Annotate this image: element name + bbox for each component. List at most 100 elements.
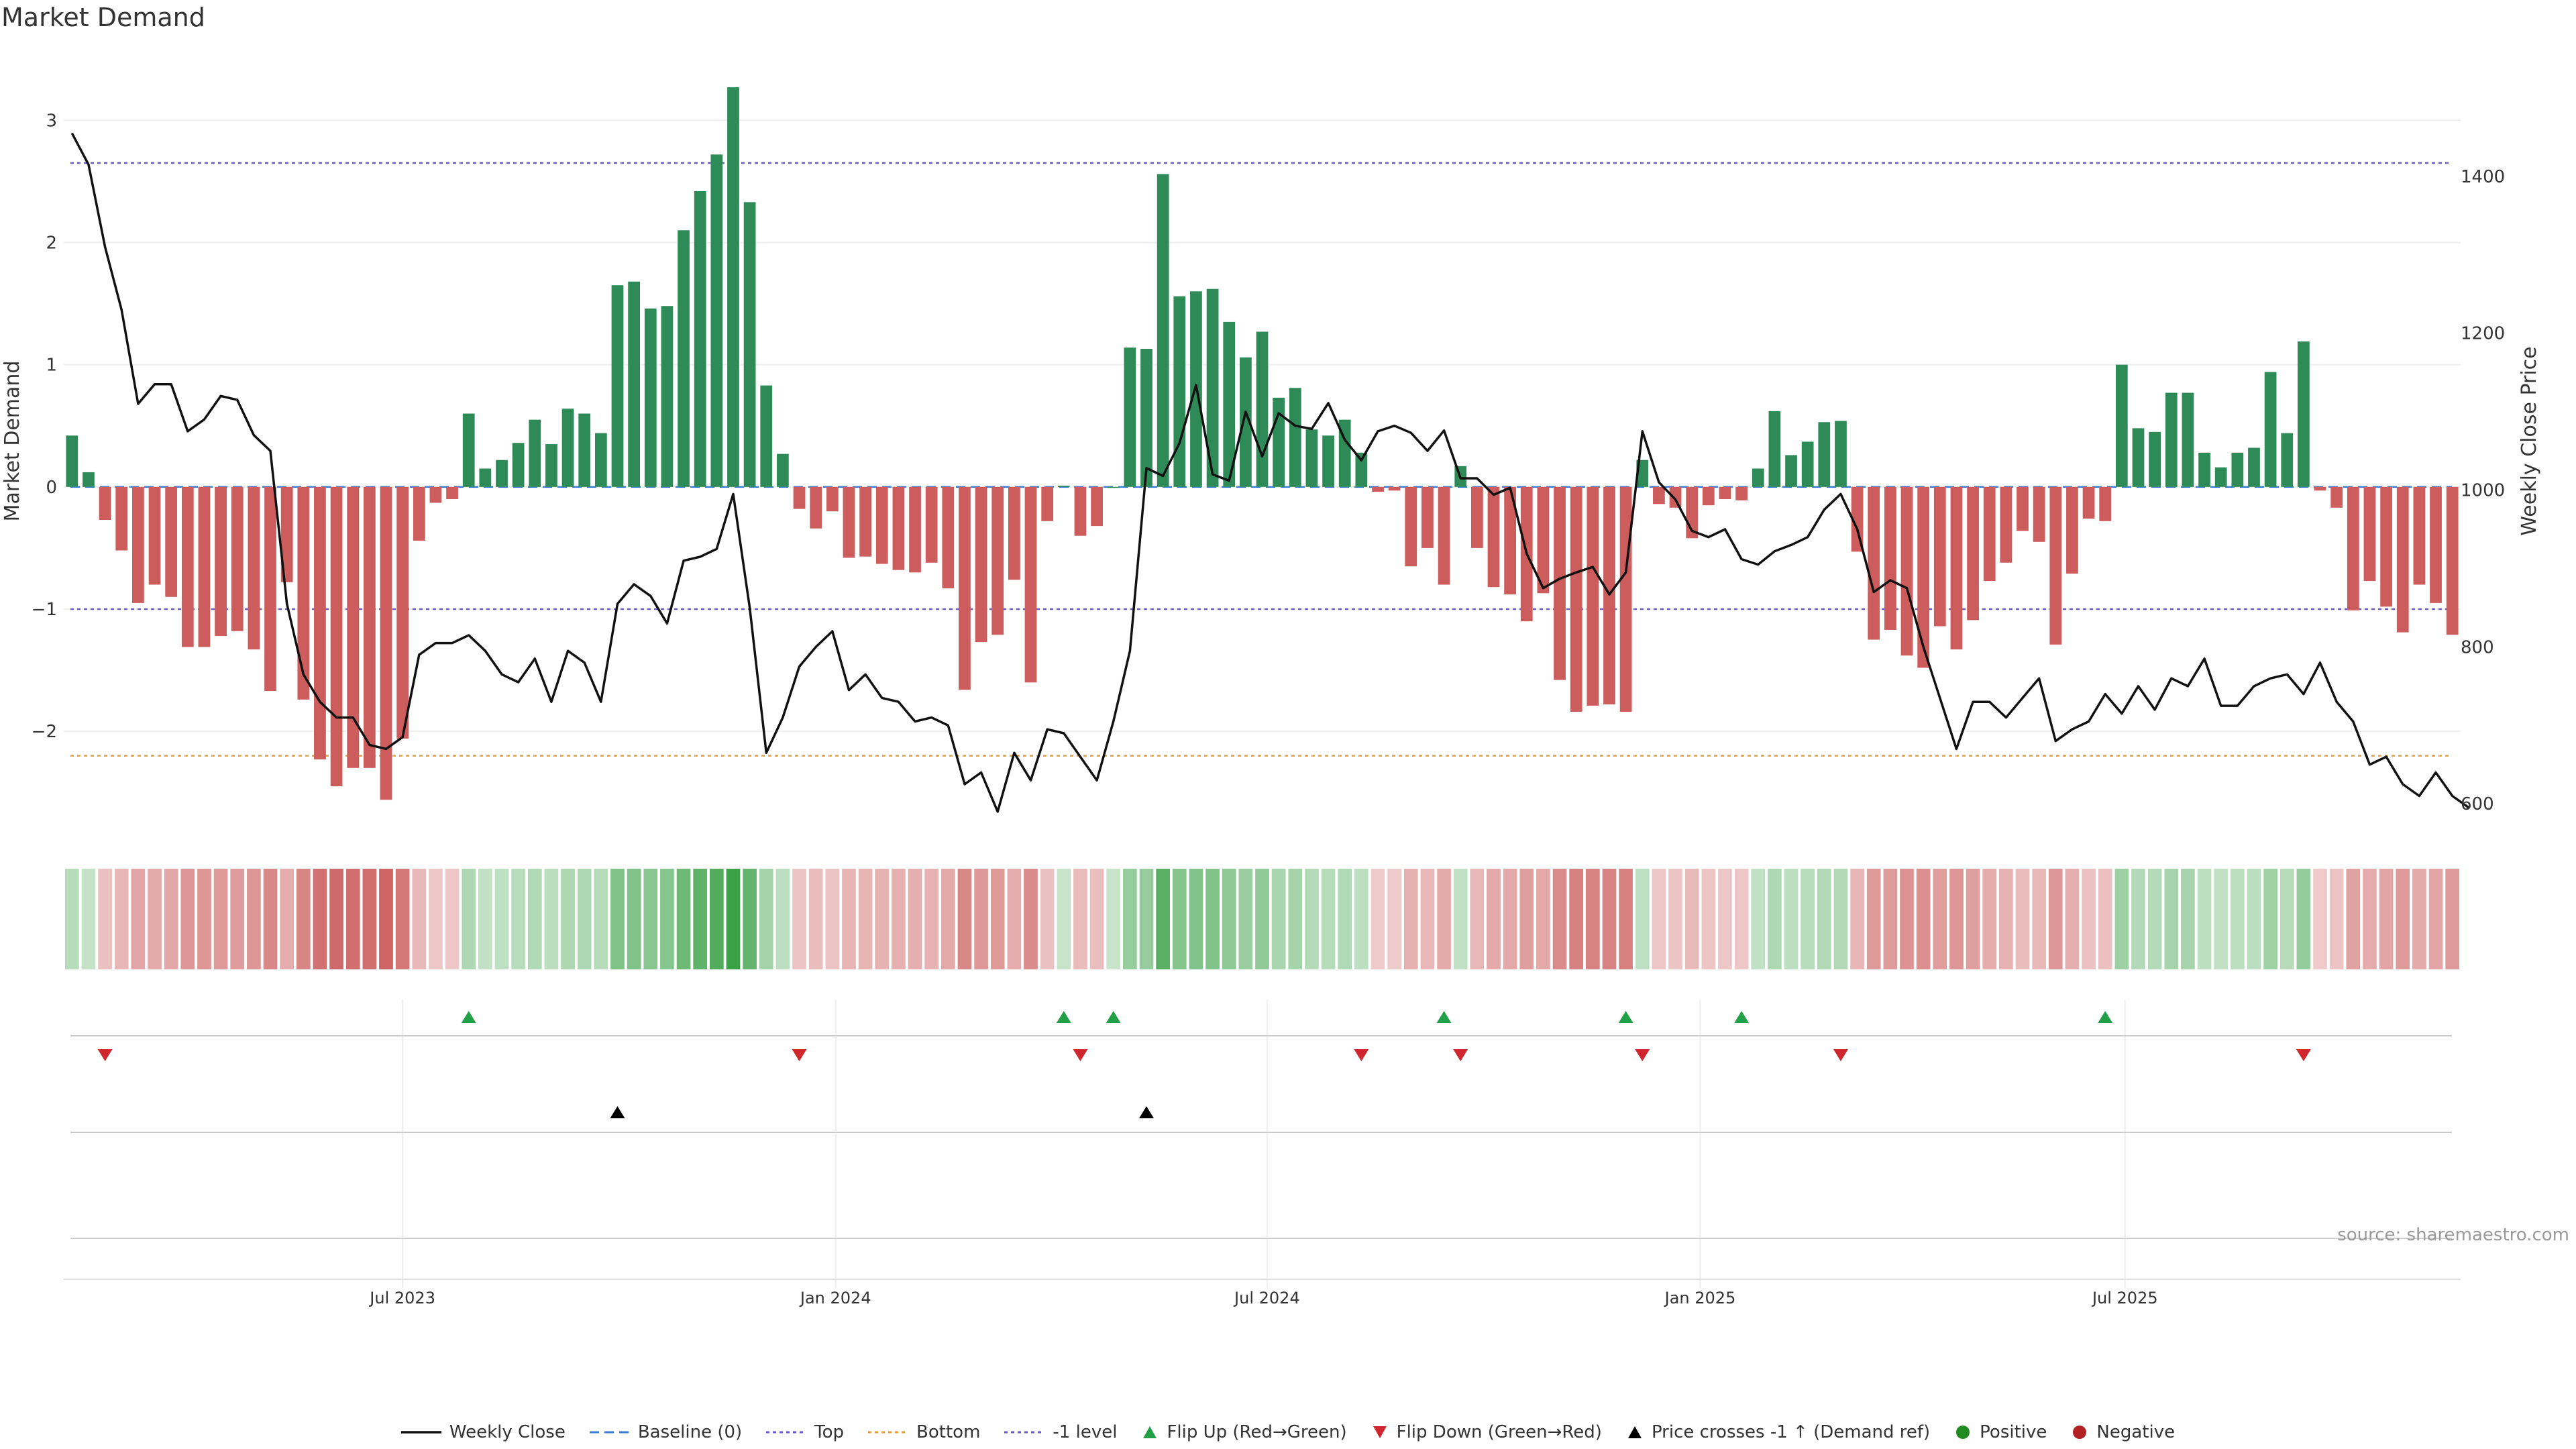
heat-cell: [792, 869, 806, 969]
heat-cell: [1106, 869, 1121, 969]
demand-bar: [2115, 364, 2128, 487]
heat-cell: [1354, 869, 1368, 969]
heat-cell: [1635, 869, 1650, 969]
heat-cell: [627, 869, 641, 969]
demand-bar: [264, 486, 276, 692]
legend-label: Top: [814, 1422, 845, 1442]
legend-swatch: [868, 1431, 909, 1434]
legend-label: Baseline (0): [637, 1422, 743, 1442]
heat-cell: [2263, 869, 2277, 969]
heat-cell: [1718, 869, 1732, 969]
weekly-close-line: [70, 132, 2470, 813]
heat-cell: [743, 869, 757, 969]
heat-cell: [280, 869, 294, 969]
heat-cell: [1040, 869, 1055, 969]
demand-bar: [1024, 486, 1037, 683]
flip-up-marker: [1056, 1011, 1071, 1023]
heat-cell: [1734, 869, 1749, 969]
demand-bar: [1917, 486, 1930, 668]
heat-cell: [1900, 869, 1914, 969]
legend-item-negative: Negative: [2071, 1422, 2175, 1442]
heat-cell: [1701, 869, 1716, 969]
demand-bar: [396, 486, 409, 739]
demand-bar: [1091, 486, 1103, 527]
right-tick-label: 800: [2461, 637, 2494, 657]
flip-down-marker: [1833, 1049, 1848, 1061]
legend-swatch: [1143, 1426, 1157, 1438]
heat-cell: [974, 869, 988, 969]
demand-bar: [1933, 486, 1946, 627]
heat-cell: [164, 869, 178, 969]
heat-cell: [362, 869, 377, 969]
heat-cell: [1205, 869, 1220, 969]
heat-cell: [1668, 869, 1682, 969]
heat-cell: [1156, 869, 1171, 969]
heat-cell: [395, 869, 410, 969]
demand-bar: [710, 154, 723, 487]
heat-cell: [1403, 869, 1418, 969]
heat-cell: [577, 869, 592, 969]
legend-triangle-down: [1373, 1426, 1387, 1438]
heat-cell: [1305, 869, 1319, 969]
demand-bar: [1702, 486, 1715, 506]
demand-bar: [1421, 486, 1434, 548]
demand-bar: [1273, 397, 1285, 487]
demand-bar: [611, 285, 624, 487]
heat-cell: [180, 869, 195, 969]
demand-bar: [248, 486, 260, 650]
heat-cell: [114, 869, 129, 969]
heat-cell: [1057, 869, 1071, 969]
demand-bar: [1487, 486, 1500, 588]
heat-cell: [941, 869, 955, 969]
heat-cell: [1768, 869, 1782, 969]
heat-cell: [1255, 869, 1269, 969]
demand-bar: [859, 486, 871, 557]
demand-bar: [810, 486, 822, 529]
heat-cell: [2329, 869, 2344, 969]
legend-swatch: [1956, 1426, 1970, 1439]
demand-bar: [132, 486, 144, 603]
heat-cell: [643, 869, 658, 969]
heat-cell: [2098, 869, 2112, 969]
heat-cell: [2313, 869, 2327, 969]
demand-bar: [2413, 486, 2426, 585]
legend-label: -1 level: [1053, 1422, 1118, 1442]
demand-bar: [1868, 486, 1880, 640]
left-tick-label: −1: [32, 600, 57, 620]
demand-bar: [1900, 486, 1913, 656]
heat-cell: [2396, 869, 2410, 969]
legend-triangle-up: [1627, 1426, 1642, 1438]
demand-bar: [2017, 486, 2029, 531]
demand-bar: [1372, 486, 1384, 492]
heat-cell: [892, 869, 906, 969]
heat-cell: [1420, 869, 1435, 969]
legend-label: Weekly Close: [449, 1422, 566, 1442]
legend-triangle-up: [1143, 1426, 1157, 1438]
demand-bar: [1140, 348, 1152, 487]
demand-bar: [347, 486, 360, 768]
heat-cell: [1487, 869, 1501, 969]
demand-bar: [1256, 331, 1269, 487]
heat-cell: [924, 869, 939, 969]
heat-cell: [1073, 869, 1087, 969]
heat-cell: [1866, 869, 1881, 969]
heat-cell: [1321, 869, 1336, 969]
heat-cell: [1238, 869, 1253, 969]
demand-bar: [363, 486, 376, 768]
heat-cell: [1371, 869, 1385, 969]
source-label: source: sharemaestro.com: [2337, 1225, 2569, 1245]
demand-bar: [446, 486, 458, 500]
demand-bar: [2198, 452, 2210, 487]
demand-bar: [1554, 486, 1566, 680]
heat-cell: [445, 869, 460, 969]
right-tick-label: 1400: [2461, 167, 2505, 187]
flip-up-marker: [1106, 1011, 1121, 1023]
demand-bar: [925, 486, 938, 563]
heat-cell: [1536, 869, 1550, 969]
demand-bar: [2082, 486, 2095, 519]
x-tick-label: Jan 2024: [799, 1289, 871, 1307]
heat-cell: [230, 869, 245, 969]
heat-cell: [98, 869, 112, 969]
heat-cell: [1569, 869, 1584, 969]
legend-label: Positive: [1980, 1422, 2047, 1442]
